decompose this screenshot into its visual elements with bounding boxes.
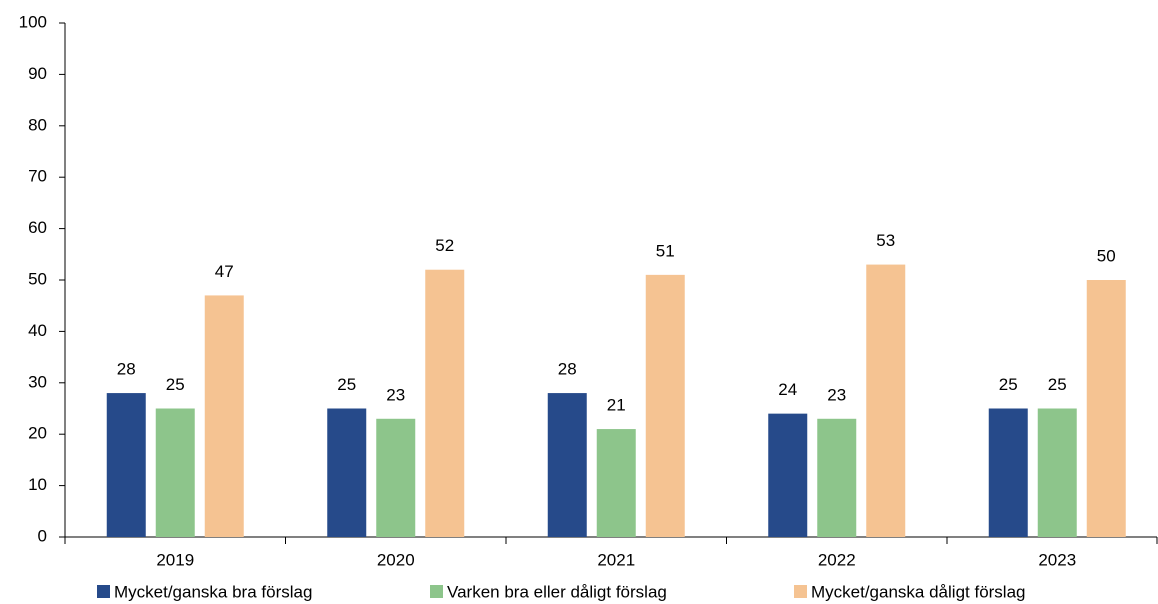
y-tick-label: 60	[28, 218, 47, 237]
y-tick-label: 30	[28, 372, 47, 391]
data-label: 25	[999, 375, 1018, 394]
data-label: 47	[215, 262, 234, 281]
bar	[817, 418, 857, 537]
data-label: 25	[1048, 375, 1067, 394]
legend-swatch	[97, 585, 110, 598]
y-tick-label: 10	[28, 475, 47, 494]
bar	[106, 393, 146, 537]
bar	[547, 393, 587, 537]
legend-swatch	[430, 585, 443, 598]
bar	[645, 274, 685, 537]
data-label: 52	[435, 236, 454, 255]
data-label: 53	[876, 231, 895, 250]
bar	[204, 295, 244, 537]
data-label: 21	[607, 396, 626, 415]
data-label: 23	[827, 385, 846, 404]
x-tick-label: 2022	[818, 550, 856, 569]
legend-label: Mycket/ganska bra förslag	[114, 582, 312, 601]
y-tick-label: 40	[28, 321, 47, 340]
data-label: 28	[558, 360, 577, 379]
y-tick-label: 80	[28, 115, 47, 134]
legend-swatch	[794, 585, 807, 598]
y-tick-label: 20	[28, 424, 47, 443]
x-tick-label: 2019	[156, 550, 194, 569]
bar	[1037, 408, 1077, 537]
y-tick-label: 50	[28, 269, 47, 288]
data-label: 24	[778, 380, 797, 399]
data-label: 23	[386, 385, 405, 404]
y-tick-label: 70	[28, 167, 47, 186]
data-label: 51	[656, 241, 675, 260]
y-tick-label: 0	[38, 526, 47, 545]
legend-label: Varken bra eller dåligt förslag	[447, 582, 667, 601]
bar	[425, 269, 465, 537]
y-tick-label: 100	[19, 12, 47, 31]
bar	[155, 408, 195, 537]
bar	[866, 264, 906, 537]
x-tick-label: 2023	[1038, 550, 1076, 569]
bar	[768, 413, 808, 537]
bar	[988, 408, 1028, 537]
x-tick-label: 2021	[597, 550, 635, 569]
bar	[376, 418, 416, 537]
bar	[327, 408, 367, 537]
bar	[596, 429, 636, 537]
data-label: 25	[337, 375, 356, 394]
x-tick-label: 2020	[377, 550, 415, 569]
bar	[1086, 280, 1126, 537]
data-label: 50	[1097, 246, 1116, 265]
y-tick-label: 90	[28, 64, 47, 83]
legend-label: Mycket/ganska dåligt förslag	[811, 582, 1026, 601]
data-label: 25	[166, 375, 185, 394]
data-label: 28	[117, 360, 136, 379]
